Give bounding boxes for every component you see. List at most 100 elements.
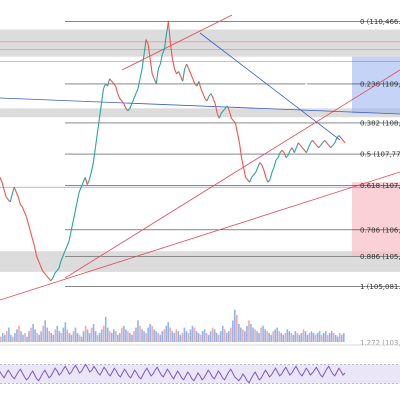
price-segment — [163, 34, 167, 50]
volume-bar — [225, 333, 228, 342]
price-segment — [0, 177, 3, 183]
volume-bar — [328, 333, 331, 342]
volume-bar — [46, 327, 49, 342]
price-segment — [80, 182, 84, 188]
price-segment — [94, 132, 98, 148]
price-segment — [25, 216, 29, 225]
volume-bar — [60, 333, 63, 342]
volume-bar — [306, 334, 309, 342]
price-segment — [216, 113, 220, 119]
price-segment — [253, 172, 257, 176]
price-segment — [60, 255, 64, 262]
volume-bar — [110, 333, 113, 342]
price-segment — [143, 39, 147, 55]
volume-bar — [56, 325, 59, 342]
fib-level-label: 1 (105,081.5) — [360, 283, 400, 291]
volume-bar — [155, 331, 157, 342]
volume-bar — [248, 320, 250, 342]
volume-bar — [207, 334, 210, 342]
volume-bar — [131, 334, 133, 342]
price-segment — [167, 21, 172, 45]
volume-bar — [135, 327, 137, 342]
price-segment — [198, 81, 202, 89]
gray-band — [0, 29, 400, 57]
volume-bar — [260, 327, 262, 342]
price-segment — [19, 204, 23, 208]
volume-bar — [276, 327, 279, 342]
volume-bar — [310, 331, 313, 342]
price-segment — [291, 147, 295, 153]
volume-bar — [62, 327, 65, 342]
volume-bar — [58, 331, 61, 342]
volume-bar — [175, 329, 178, 342]
volume-bar — [282, 334, 285, 342]
volume-bar — [215, 333, 218, 342]
price-segment — [13, 186, 17, 193]
volume-bar — [185, 331, 188, 342]
price-segment — [42, 270, 46, 274]
volume-bar — [139, 325, 141, 342]
volume-bar — [169, 327, 172, 342]
volume-bar — [24, 333, 26, 342]
volume-bar — [54, 329, 57, 342]
price-segment — [312, 140, 315, 144]
volume-bar — [181, 333, 184, 342]
volume-bar — [48, 331, 51, 342]
volume-bar — [171, 331, 174, 342]
price-segment — [295, 142, 299, 148]
volume-bar — [112, 329, 115, 342]
volume-bar — [256, 331, 258, 342]
volume-bar — [121, 327, 123, 342]
price-segment — [293, 147, 297, 153]
volume-bar — [143, 331, 145, 342]
price-segment — [33, 246, 38, 257]
volume-bar — [4, 334, 6, 342]
price-segment — [269, 172, 273, 180]
volume-bar — [82, 331, 85, 342]
price-segment — [127, 108, 131, 112]
volume-bar — [292, 334, 295, 342]
volume-bar — [284, 333, 287, 342]
volume-bar — [308, 333, 311, 342]
fib-level-label: 1.272 (103,6 — [360, 339, 400, 347]
volume-bar — [38, 334, 40, 342]
price-segment — [299, 144, 303, 149]
price-segment — [78, 186, 82, 193]
volume-bar — [286, 329, 289, 342]
stop-zone-box — [352, 182, 400, 257]
volume-bar — [336, 336, 339, 342]
price-segment — [190, 73, 194, 80]
price-segment — [96, 118, 100, 134]
volume-bar — [14, 333, 16, 342]
price-segment — [86, 179, 90, 185]
gray-band — [0, 251, 400, 272]
volume-bar — [117, 334, 119, 342]
price-segment — [332, 142, 336, 146]
price-segment — [287, 150, 291, 156]
price-segment — [307, 142, 312, 148]
price-segment — [52, 273, 56, 279]
volume-bar — [161, 331, 164, 342]
volume-bar — [167, 322, 170, 342]
price-segment — [131, 98, 135, 104]
price-segment — [251, 174, 255, 178]
volume-bar — [149, 324, 151, 342]
price-segment — [206, 95, 210, 102]
volume-bar — [163, 329, 166, 342]
price-segment — [54, 270, 58, 274]
volume-bar — [141, 329, 143, 342]
price-segment — [64, 246, 68, 252]
trendline — [0, 171, 400, 301]
price-segment — [242, 167, 247, 178]
volume-bar — [312, 333, 315, 342]
price-segment — [285, 154, 289, 158]
volume-bar — [119, 333, 121, 342]
volume-bar — [300, 333, 303, 342]
price-segment — [155, 68, 159, 84]
price-segment — [9, 194, 13, 203]
price-segment — [46, 275, 50, 279]
volume-bar — [32, 324, 34, 342]
volume-bar — [102, 325, 105, 342]
price-segment — [186, 63, 190, 70]
volume-bar — [44, 320, 46, 342]
